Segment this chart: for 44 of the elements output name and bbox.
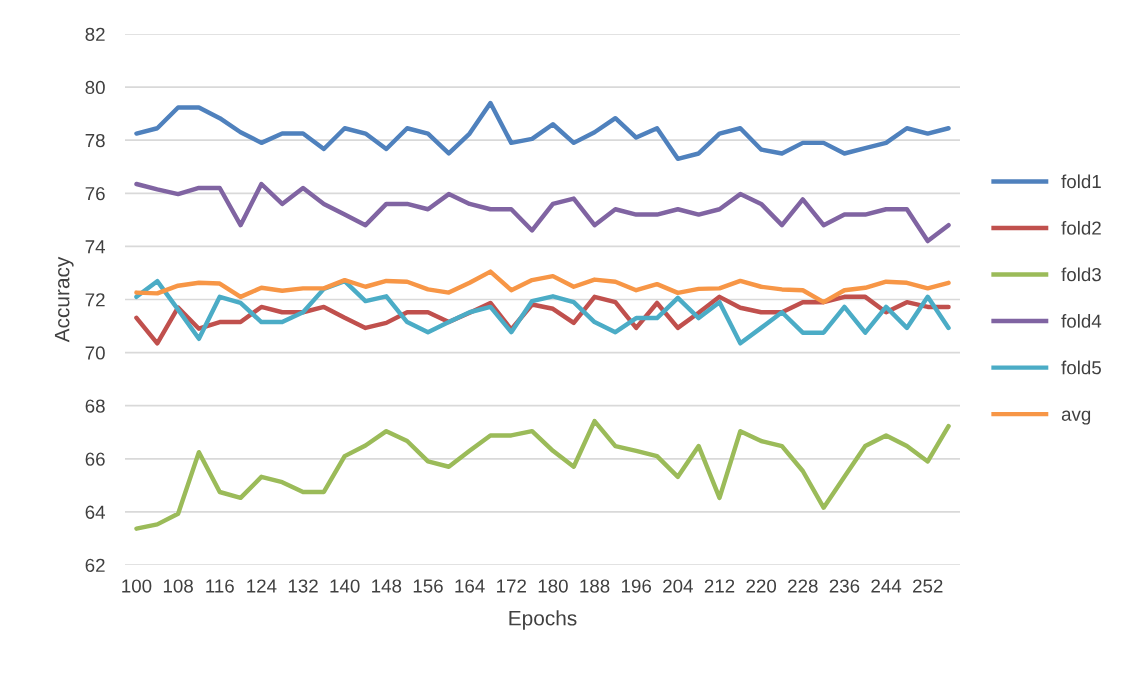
- x-tick-label: 132: [288, 579, 318, 593]
- x-tick-label: 100: [122, 579, 152, 593]
- x-tick-label: 124: [247, 579, 277, 593]
- x-tick-label: 180: [538, 579, 568, 593]
- x-tick-label: 108: [163, 579, 193, 593]
- x-tick-label: 140: [330, 579, 360, 593]
- y-tick-label: 68: [85, 399, 105, 413]
- x-tick-label: 156: [413, 579, 443, 593]
- legend-label: fold3: [1061, 267, 1101, 282]
- line-series: [134, 269, 951, 305]
- x-tick-label: 196: [621, 579, 652, 593]
- x-tick-label: 116: [206, 579, 234, 593]
- x-axis-title: Epochs: [509, 610, 577, 630]
- legend-label: fold4: [1061, 314, 1102, 328]
- y-tick-label: 70: [85, 346, 105, 360]
- y-tick-label: 82: [85, 27, 105, 41]
- line-series: [134, 181, 951, 244]
- x-tick-label: 188: [580, 579, 610, 593]
- y-tick-label: 74: [85, 240, 106, 254]
- x-tick-label: 204: [663, 579, 693, 593]
- x-tick-label: 212: [704, 579, 735, 593]
- y-tick-label: 78: [85, 133, 105, 148]
- x-tick-label: 148: [372, 579, 402, 593]
- y-tick-label: 62: [85, 558, 105, 572]
- legend-label: avg: [1061, 410, 1091, 425]
- y-tick-label: 66: [85, 452, 105, 466]
- x-tick-label: 220: [746, 579, 777, 593]
- x-tick-label: 252: [913, 579, 943, 593]
- x-tick-label: 172: [497, 579, 526, 593]
- y-tick-label: 64: [85, 505, 106, 519]
- x-tick-label: 244: [871, 579, 902, 593]
- line-series: [134, 418, 951, 531]
- x-tick-label: 228: [788, 579, 818, 593]
- line-series: [134, 100, 951, 161]
- y-tick-label: 76: [85, 187, 105, 201]
- y-tick-label: 72: [85, 293, 105, 307]
- line-series: [134, 278, 951, 346]
- x-tick-label: 236: [829, 579, 860, 593]
- y-tick-label: 80: [85, 80, 105, 95]
- legend-label: fold1: [1061, 174, 1101, 189]
- legend-label: fold5: [1061, 360, 1101, 375]
- legend-label: fold2: [1061, 220, 1101, 235]
- x-tick-label: 164: [455, 579, 485, 593]
- y-axis-title: Accuracy: [54, 256, 74, 343]
